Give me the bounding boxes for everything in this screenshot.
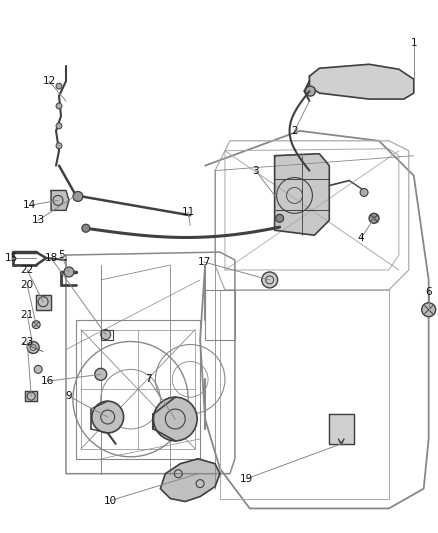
Text: 5: 5 [58, 250, 64, 260]
Text: 1: 1 [410, 38, 417, 49]
Circle shape [153, 397, 197, 441]
Circle shape [360, 189, 368, 197]
Circle shape [82, 224, 90, 232]
Text: 18: 18 [44, 253, 58, 263]
Circle shape [27, 342, 39, 353]
Circle shape [56, 83, 62, 89]
Text: 7: 7 [145, 374, 152, 384]
Text: 4: 4 [358, 233, 364, 243]
Text: 17: 17 [198, 257, 211, 267]
Polygon shape [36, 295, 51, 310]
Text: 22: 22 [21, 265, 34, 275]
Circle shape [305, 86, 315, 96]
Circle shape [73, 191, 83, 201]
Circle shape [56, 143, 62, 149]
Text: 20: 20 [21, 280, 34, 290]
Polygon shape [309, 64, 414, 99]
Circle shape [262, 272, 278, 288]
Circle shape [34, 365, 42, 373]
Circle shape [422, 303, 436, 317]
Polygon shape [160, 459, 220, 502]
Circle shape [101, 329, 111, 340]
Polygon shape [329, 414, 354, 444]
Text: 11: 11 [182, 207, 195, 217]
Circle shape [64, 267, 74, 277]
Text: 16: 16 [40, 376, 54, 386]
Text: 19: 19 [240, 474, 254, 483]
Polygon shape [275, 154, 329, 235]
Text: 2: 2 [291, 126, 298, 136]
Circle shape [95, 368, 107, 380]
Circle shape [32, 321, 40, 329]
Polygon shape [51, 190, 69, 211]
Circle shape [369, 213, 379, 223]
Text: 12: 12 [42, 76, 56, 86]
Text: 15: 15 [5, 253, 18, 263]
Circle shape [92, 401, 124, 433]
Polygon shape [25, 391, 37, 401]
Text: 23: 23 [21, 336, 34, 346]
Text: 21: 21 [21, 310, 34, 320]
Circle shape [56, 103, 62, 109]
Text: 14: 14 [23, 200, 36, 211]
Text: 13: 13 [32, 215, 45, 225]
Circle shape [276, 214, 283, 222]
Text: 10: 10 [104, 496, 117, 505]
Text: 9: 9 [66, 391, 72, 401]
Text: 6: 6 [425, 287, 432, 297]
Circle shape [56, 123, 62, 129]
Text: 3: 3 [252, 166, 259, 175]
